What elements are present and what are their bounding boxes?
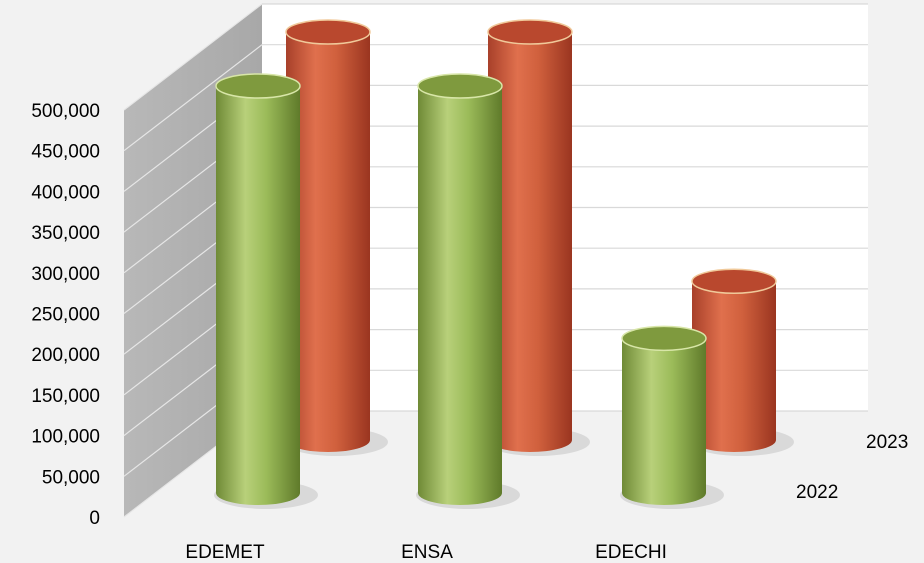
y-tick-label: 400,000 <box>31 182 100 203</box>
side-gridline <box>123 44 263 152</box>
y-tick-label: 250,000 <box>31 305 100 326</box>
x-category-label: ENSA <box>401 542 453 563</box>
bar-2022-edemet <box>214 73 318 509</box>
y-tick-label: 500,000 <box>31 101 100 122</box>
y-tick-label: 50,000 <box>42 467 100 488</box>
series-label-2023: 2023 <box>866 432 908 453</box>
y-tick-label: 350,000 <box>31 223 100 244</box>
bar-2022-ensa <box>416 73 520 509</box>
y-tick-label: 300,000 <box>31 264 100 285</box>
bar-2023-edemet <box>284 19 388 456</box>
y-tick-label: 150,000 <box>31 386 100 407</box>
x-category-label: EDECHI <box>595 542 667 563</box>
bar-2023-edechi <box>690 268 794 456</box>
bar-2023-ensa <box>486 19 590 456</box>
side-gridline <box>123 3 263 111</box>
y-tick-label: 100,000 <box>31 427 100 448</box>
x-category-label: EDEMET <box>185 542 265 563</box>
y-tick-label: 0 <box>89 508 100 529</box>
y-tick-label: 450,000 <box>31 142 100 163</box>
bar-2022-edechi <box>620 325 724 509</box>
chart-bars <box>214 19 794 509</box>
y-tick-label: 200,000 <box>31 345 100 366</box>
chart-labels: 0 50,000 100,000 150,000 200,000 250,000 300,0… <box>31 101 908 563</box>
series-label-2022: 2022 <box>796 482 838 503</box>
